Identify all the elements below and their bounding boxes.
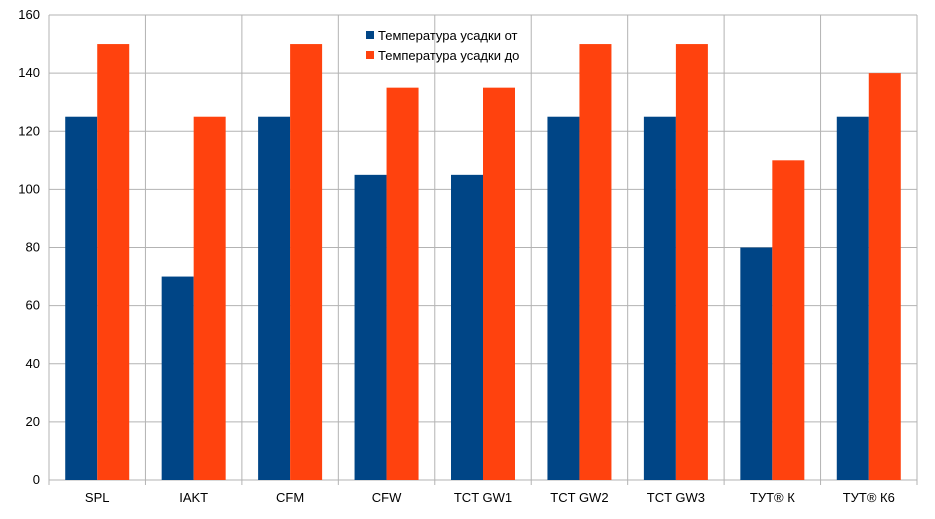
x-tick-label-3: CFW: [372, 490, 402, 505]
x-tick-label-2: CFM: [276, 490, 304, 505]
y-tick-label-100: 100: [18, 181, 40, 196]
y-tick-label-120: 120: [18, 123, 40, 138]
legend-label-series-0: Температура усадки от: [378, 28, 518, 43]
bar-8-series-0: [836, 116, 869, 480]
y-tick-label-140: 140: [18, 65, 40, 80]
bar-7-series-1: [772, 160, 805, 480]
bar-5-series-0: [547, 116, 580, 480]
y-tick-label-20: 20: [26, 414, 40, 429]
x-tick-label-4: TCT GW1: [454, 490, 512, 505]
bar-8-series-1: [868, 73, 901, 480]
y-tick-label-160: 160: [18, 7, 40, 22]
bar-4-series-0: [451, 174, 483, 480]
bar-6-series-1: [675, 44, 708, 480]
x-tick-label-6: TCT GW3: [647, 490, 705, 505]
bar-7-series-0: [740, 247, 773, 480]
y-tick-label-40: 40: [26, 356, 40, 371]
bar-2-series-0: [258, 116, 291, 480]
bar-5-series-1: [579, 44, 612, 480]
x-tick-label-7: ТУТ® К: [750, 490, 795, 505]
bar-6-series-0: [643, 116, 676, 480]
bar-1-series-0: [161, 276, 194, 480]
x-tick-label-8: ТУТ® К6: [843, 490, 895, 505]
legend: Температура усадки от Температура усадки…: [366, 28, 519, 63]
bar-1-series-1: [193, 116, 226, 480]
bar-0-series-1: [97, 44, 130, 480]
legend-swatch-series-1: [366, 51, 374, 59]
y-axis-ticks: 0 20 40 60 80 100 120 140 160: [18, 7, 40, 487]
x-tick-label-1: IAKT: [179, 490, 208, 505]
x-tick-label-0: SPL: [85, 490, 110, 505]
bar-4-series-1: [483, 87, 515, 480]
legend-label-series-1: Температура усадки до: [378, 48, 519, 63]
x-tick-label-5: TCT GW2: [550, 490, 608, 505]
y-tick-label-0: 0: [33, 472, 40, 487]
bar-3-series-1: [386, 87, 419, 480]
bars: [65, 44, 901, 480]
x-axis-ticks: SPL IAKT CFM CFW TCT GW1 TCT GW2 TCT GW3 ТУТ® К…: [85, 490, 895, 505]
bar-0-series-0: [65, 116, 98, 480]
y-tick-label-60: 60: [26, 298, 40, 313]
legend-swatch-series-0: [366, 31, 374, 39]
bar-3-series-0: [354, 174, 387, 480]
bar-2-series-1: [290, 44, 323, 480]
y-tick-label-80: 80: [26, 240, 40, 255]
